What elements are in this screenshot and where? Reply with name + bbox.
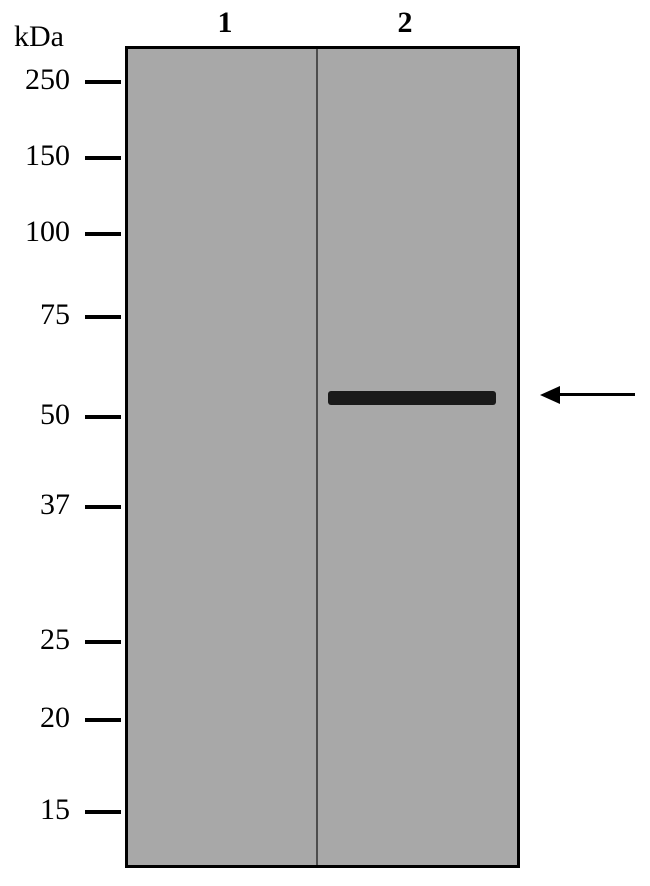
tick-mark	[85, 232, 121, 236]
lane-label-2: 2	[395, 6, 415, 40]
blot-frame	[125, 46, 520, 868]
arrow-head-icon	[540, 386, 560, 404]
tick-label-15: 15	[10, 793, 70, 827]
tick-label-25: 25	[10, 623, 70, 657]
tick-label-50: 50	[10, 398, 70, 432]
tick-label-75: 75	[10, 298, 70, 332]
tick-label-250: 250	[10, 63, 70, 97]
lane-label-1: 1	[215, 6, 235, 40]
tick-label-20: 20	[10, 701, 70, 735]
tick-mark	[85, 810, 121, 814]
arrow-line	[558, 393, 635, 396]
western-blot-figure: { "axis": { "unit_label": "kDa", "ticks"…	[0, 0, 650, 886]
tick-mark	[85, 505, 121, 509]
axis-unit-label: kDa	[14, 20, 64, 54]
tick-mark	[85, 315, 121, 319]
lane-divider	[316, 49, 318, 865]
tick-label-150: 150	[10, 139, 70, 173]
tick-mark	[85, 718, 121, 722]
tick-mark	[85, 80, 121, 84]
tick-mark	[85, 640, 121, 644]
protein-band	[328, 391, 496, 405]
tick-label-37: 37	[10, 488, 70, 522]
tick-mark	[85, 156, 121, 160]
tick-label-100: 100	[10, 215, 70, 249]
tick-mark	[85, 415, 121, 419]
band-arrow	[540, 386, 635, 404]
